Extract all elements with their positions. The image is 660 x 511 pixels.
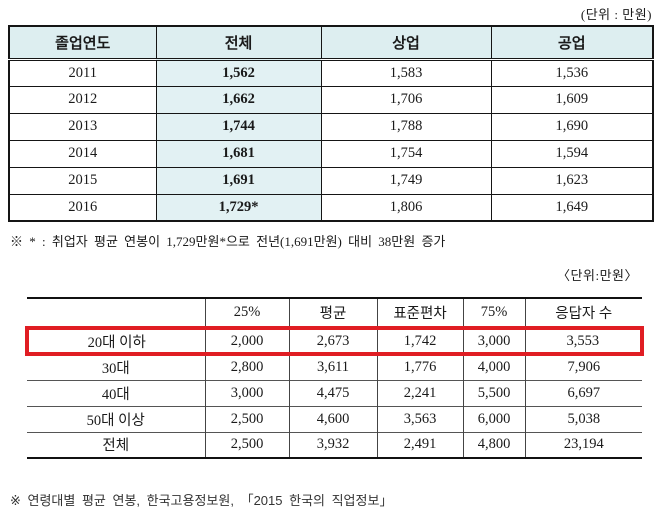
table1-body: 2011 1,562 1,583 1,536 2012 1,662 1,706 1,609 20… (8, 58, 654, 222)
table1-year-cell: 2011 (8, 58, 157, 87)
table2-value-cell: 3,563 (376, 405, 463, 432)
table1-year-cell: 2014 (8, 139, 157, 168)
table2-header-p75: 75% (462, 298, 525, 329)
table1-value-cell: 1,609 (490, 85, 654, 114)
table2-header-row: 25% 평균 표준편차 75% 응답자 수 (27, 298, 642, 329)
unit-label-top: (단위 : 만원) (580, 7, 652, 22)
table1-header-year: 졸업연도 (8, 25, 157, 61)
table1-row: 2016 1,729* 1,806 1,649 (8, 193, 654, 222)
table2-value-cell: 4,475 (288, 379, 377, 406)
table1-header-total: 전체 (155, 25, 322, 61)
table2-value-cell: 2,241 (376, 379, 463, 406)
table2-label-cell: 50대 이상 (27, 405, 205, 432)
table2-value-cell: 6,697 (524, 379, 642, 406)
table2-value-cell: 2,673 (288, 326, 377, 356)
table1-value-cell: 1,583 (320, 58, 492, 87)
table1-row: 2015 1,691 1,749 1,623 (8, 166, 654, 195)
table1-year-cell: 2012 (8, 85, 157, 114)
table2-value-cell: 5,038 (524, 405, 642, 432)
table1-value-cell: 1,662 (155, 85, 322, 114)
table2-row: 20대 이하 2,000 2,673 1,742 3,000 3,553 (25, 326, 644, 356)
table2-value-cell: 2,500 (204, 405, 289, 432)
table2-value-cell: 3,000 (204, 379, 289, 406)
table1-year-cell: 2013 (8, 112, 157, 141)
table1-value-cell: 1,691 (155, 166, 322, 195)
table2-label-cell: 전체 (27, 431, 205, 458)
table1-year-cell: 2015 (8, 166, 157, 195)
table2-value-cell: 4,600 (288, 405, 377, 432)
table2-value-cell: 6,000 (462, 405, 525, 432)
unit-label-bottom: 〈단위:만원〉 (557, 268, 638, 283)
table1-header-commercial: 상업 (320, 25, 492, 61)
table2-value-cell: 5,500 (462, 379, 525, 406)
table2-row: 40대 3,000 4,475 2,241 5,500 6,697 (27, 379, 642, 406)
table2-label-cell: 40대 (27, 379, 205, 406)
table1-value-cell: 1,536 (490, 58, 654, 87)
table2-row: 30대 2,800 3,611 1,776 4,000 7,906 (27, 353, 642, 380)
footnote-salary-increase: ※ * : 취업자 평균 연봉이 1,729만원*으로 전년(1,691만원) … (10, 234, 446, 249)
table1-value-cell: 1,594 (490, 139, 654, 168)
table2-value-cell: 4,000 (462, 353, 525, 380)
table1-row: 2012 1,662 1,706 1,609 (8, 85, 654, 114)
table2-value-cell: 4,800 (462, 431, 525, 458)
table1-value-cell: 1,749 (320, 166, 492, 195)
table2-value-cell: 2,491 (376, 431, 463, 458)
table2-value-cell: 23,194 (524, 431, 642, 458)
table1-value-cell: 1,806 (320, 193, 492, 222)
table2-value-cell: 1,776 (376, 353, 463, 380)
table2-value-cell: 3,932 (288, 431, 377, 458)
table1-header-row: 졸업연도 전체 상업 공업 (8, 25, 654, 61)
table1-value-cell: 1,623 (490, 166, 654, 195)
table1-value-cell: 1,681 (155, 139, 322, 168)
table2-value-cell: 7,906 (524, 353, 642, 380)
table2-value-cell: 3,611 (288, 353, 377, 380)
table2-row: 전체 2,500 3,932 2,491 4,800 23,194 (27, 431, 642, 458)
table2-header-p25: 25% (204, 298, 289, 329)
table2-row: 50대 이상 2,500 4,600 3,563 6,000 5,038 (27, 405, 642, 432)
table2-value-cell: 3,000 (462, 326, 525, 356)
table1-header-industrial: 공업 (490, 25, 654, 61)
table1-value-cell: 1,706 (320, 85, 492, 114)
table2-header-blank (27, 298, 205, 329)
table1-row: 2014 1,681 1,754 1,594 (8, 139, 654, 168)
table2-value-cell: 2,800 (204, 353, 289, 380)
table1-value-cell: 1,754 (320, 139, 492, 168)
table2-header-mean: 평균 (288, 298, 377, 329)
table1-value-cell: 1,729* (155, 193, 322, 222)
table2-value-cell: 3,553 (524, 326, 644, 356)
table1-value-cell: 1,788 (320, 112, 492, 141)
table2-header-respondents: 응답자 수 (524, 298, 642, 329)
table2-header-stddev: 표준편차 (376, 298, 463, 329)
table1-row: 2013 1,744 1,788 1,690 (8, 112, 654, 141)
table1-row: 2011 1,562 1,583 1,536 (8, 58, 654, 87)
table1-year-cell: 2016 (8, 193, 157, 222)
table1-value-cell: 1,744 (155, 112, 322, 141)
table2-label-cell: 30대 (27, 353, 205, 380)
salary-by-age-table: 25% 평균 표준편차 75% 응답자 수 20대 이하 2,000 2,673 1,… (25, 297, 644, 459)
table2-value-cell: 2,500 (204, 431, 289, 458)
table2-value-cell: 2,000 (204, 326, 289, 356)
table1-value-cell: 1,690 (490, 112, 654, 141)
table2-value-cell: 1,742 (376, 326, 463, 356)
table2-label-cell: 20대 이하 (25, 326, 205, 356)
footnote-source: ※ 연령대별 평균 연봉, 한국고용정보원, 「2015 한국의 직업정보」 (10, 493, 393, 508)
table1-value-cell: 1,649 (490, 193, 654, 222)
salary-by-year-table: 졸업연도 전체 상업 공업 2011 1,562 1,583 1,536 2012 1,6… (8, 25, 654, 222)
table1-value-cell: 1,562 (155, 58, 322, 87)
table2-body: 20대 이하 2,000 2,673 1,742 3,000 3,553 30대 2,800 3… (25, 326, 644, 458)
